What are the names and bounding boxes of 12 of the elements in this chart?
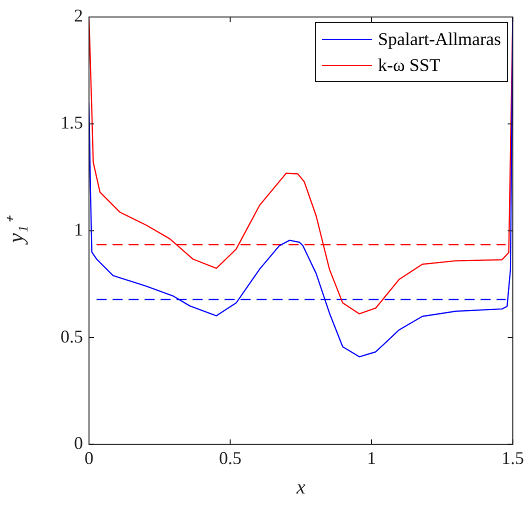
legend-label: k-ω SST: [378, 54, 440, 76]
x-tick-label: 1.5: [502, 448, 524, 468]
y-tick-label: 2: [74, 6, 83, 26]
x-axis-title: x: [295, 476, 306, 498]
y-tick-label: 0.5: [60, 326, 83, 346]
x-tick-label: 0.5: [219, 448, 242, 468]
y-tick-label: 1.5: [60, 112, 83, 133]
y-tick-label: 0: [74, 433, 83, 454]
y-axis-title: y₁⁺: [2, 214, 28, 245]
legend-label: Spalart-Allmaras: [378, 28, 501, 50]
y-tick-label: 1: [74, 219, 83, 240]
x-tick-label: 1: [367, 448, 376, 468]
